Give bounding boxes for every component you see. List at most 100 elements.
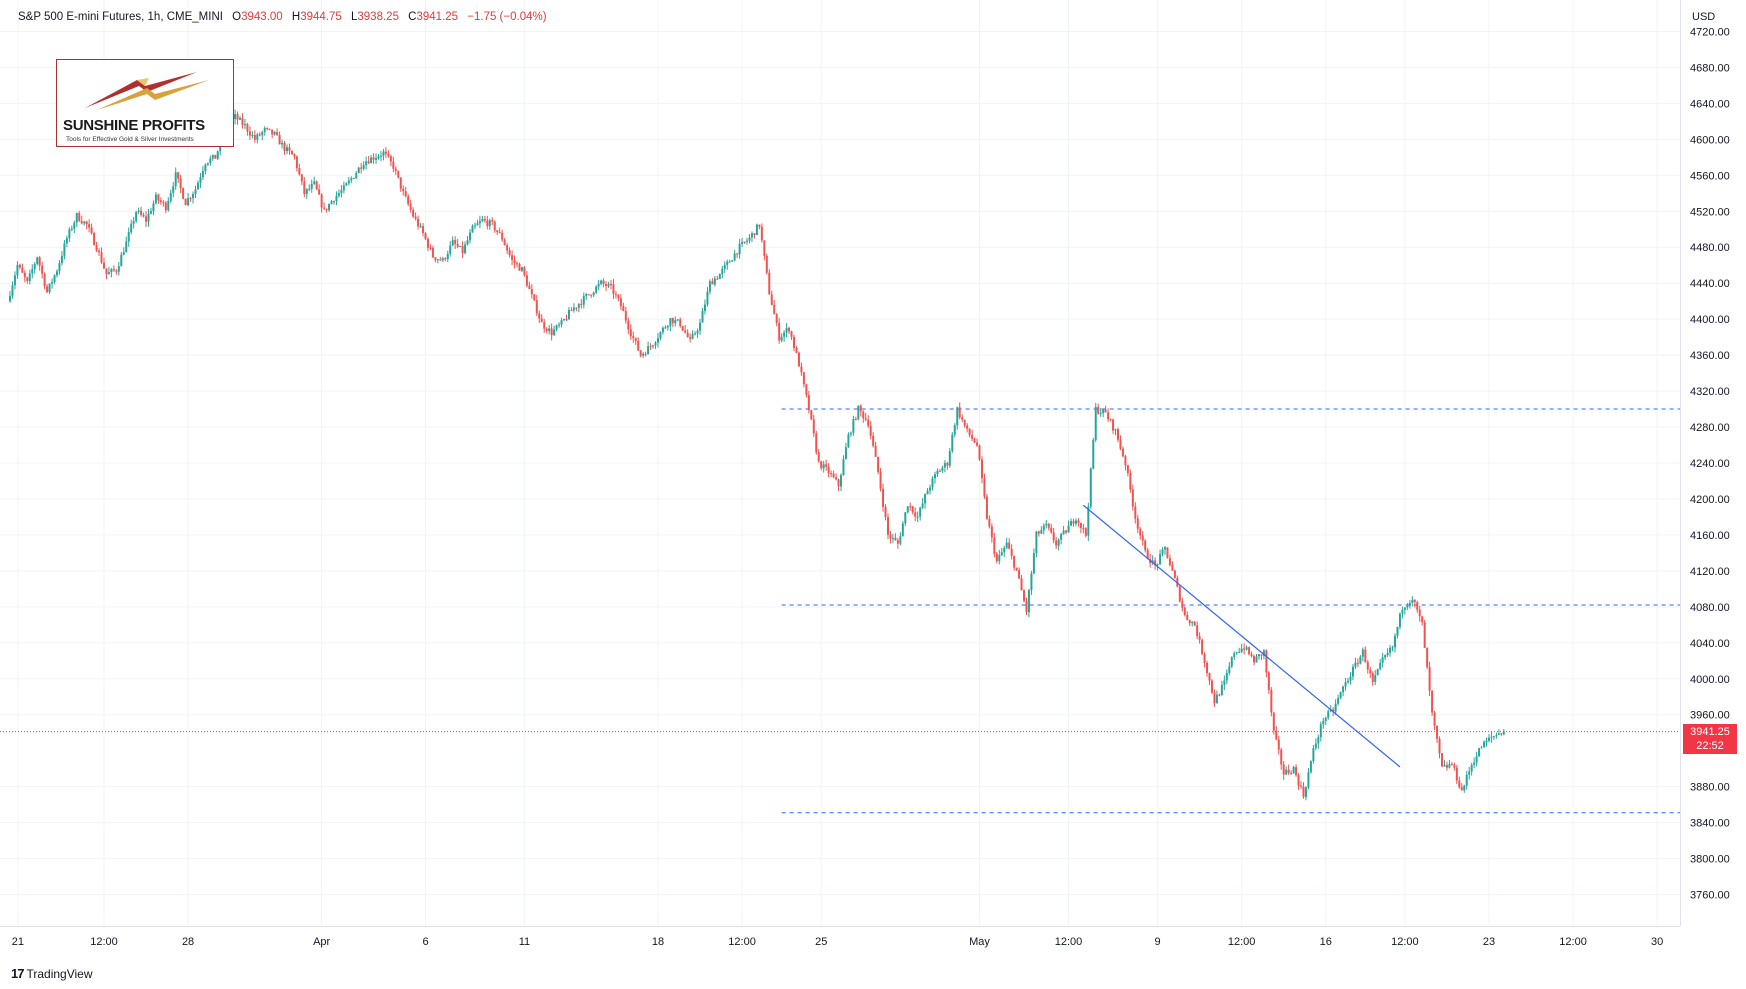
candlesticks xyxy=(9,109,1505,801)
candle-body xyxy=(1391,647,1394,649)
candle-body xyxy=(1475,756,1478,763)
candle-body xyxy=(842,459,845,476)
candle-body xyxy=(1208,673,1211,681)
candle-body xyxy=(832,473,835,478)
candle-body xyxy=(310,183,313,189)
candle-body xyxy=(216,151,219,159)
candle-body xyxy=(1312,748,1315,762)
candle-body xyxy=(795,347,798,353)
time-tick-label: 12:00 xyxy=(1559,936,1587,948)
candle-body xyxy=(53,275,56,283)
candle-body xyxy=(1359,656,1362,664)
candle-body xyxy=(753,233,756,235)
candle-body xyxy=(370,157,373,164)
candle-body xyxy=(1032,553,1035,574)
candle-body xyxy=(731,260,734,262)
candle-body xyxy=(1168,558,1171,565)
candle-body xyxy=(286,147,288,152)
candle-body xyxy=(998,555,1001,562)
candle-body xyxy=(503,239,506,246)
candle-body xyxy=(26,277,29,281)
candle-body xyxy=(365,161,368,166)
candle-body xyxy=(1027,589,1030,613)
trend-line[interactable] xyxy=(1082,504,1401,768)
candle-body xyxy=(760,226,763,241)
candle-body xyxy=(1386,652,1389,656)
time-tick-label: 23 xyxy=(1483,936,1495,948)
candle-body xyxy=(152,203,155,212)
candle-body xyxy=(1285,769,1288,775)
candle-body xyxy=(738,243,741,255)
candle-body xyxy=(1035,531,1038,554)
candle-body xyxy=(434,257,437,260)
candle-body xyxy=(746,240,749,242)
candle-body xyxy=(590,294,593,296)
candle-body xyxy=(23,272,26,278)
high-label: H xyxy=(291,11,301,23)
candle-body xyxy=(978,445,981,460)
candle-body xyxy=(701,311,704,323)
candle-body xyxy=(1178,586,1181,602)
candle-body xyxy=(637,340,640,351)
candle-body xyxy=(1250,654,1253,657)
candle-body xyxy=(1040,530,1043,534)
candle-body xyxy=(694,333,697,335)
candle-body xyxy=(696,330,699,334)
price-axis[interactable]: 4720.00 4680.00 4640.00 4600.00 4560.00 4520.… xyxy=(1690,26,1730,901)
candle-body xyxy=(446,253,449,259)
candle-body xyxy=(750,233,753,238)
candle-body xyxy=(793,336,796,348)
candle-body xyxy=(958,407,961,418)
time-tick-label: 16 xyxy=(1320,936,1332,948)
candle-body xyxy=(706,291,709,305)
candle-body xyxy=(849,432,852,435)
candle-body xyxy=(1354,662,1357,667)
candle-body xyxy=(419,226,422,228)
candle-body xyxy=(1257,654,1260,657)
candle-body xyxy=(879,471,882,489)
candle-body xyxy=(1319,724,1322,738)
candle-body xyxy=(1062,530,1065,534)
time-axis[interactable]: 21 12:00 28 Apr 6 11 18 12:00 25 May 12:00 9 12:00 16… xyxy=(12,936,1663,948)
candle-body xyxy=(1173,570,1176,578)
candle-body xyxy=(90,227,93,234)
candle-body xyxy=(41,265,44,274)
candle-body xyxy=(362,165,365,169)
candle-body xyxy=(1344,682,1347,687)
candle-body xyxy=(137,210,140,213)
candle-body xyxy=(261,131,264,136)
candle-body xyxy=(1304,787,1307,797)
candle-body xyxy=(775,314,778,323)
price-tick-label: 4000.00 xyxy=(1690,674,1730,686)
candle-body xyxy=(882,488,885,507)
candle-body xyxy=(963,419,966,426)
candle-body xyxy=(605,283,608,287)
candle-body xyxy=(1018,570,1021,579)
tradingview-logo[interactable]: 17 TradingView xyxy=(11,966,93,981)
candle-body xyxy=(154,194,157,204)
candle-body xyxy=(1025,600,1028,613)
candle-body xyxy=(431,247,434,258)
candle-body xyxy=(956,407,959,426)
candle-body xyxy=(1245,647,1248,650)
candle-body xyxy=(572,307,575,311)
candle-body xyxy=(565,319,568,321)
candle-body xyxy=(723,264,726,269)
candle-body xyxy=(931,478,934,488)
candle-body xyxy=(1099,413,1102,415)
candle-body xyxy=(251,135,254,137)
tradingview-mark-icon: 17 xyxy=(11,966,25,981)
candle-body xyxy=(1023,590,1026,601)
candle-body xyxy=(1458,780,1461,788)
candle-body xyxy=(1112,419,1115,431)
candle-body xyxy=(501,232,504,240)
candle-body xyxy=(684,330,687,333)
candle-body xyxy=(1065,530,1068,533)
candle-body xyxy=(886,517,889,535)
price-tick-label: 4120.00 xyxy=(1690,566,1730,578)
candle-body xyxy=(681,326,684,331)
candle-body xyxy=(466,240,469,245)
candle-body xyxy=(199,177,202,183)
candle-body xyxy=(859,405,862,412)
